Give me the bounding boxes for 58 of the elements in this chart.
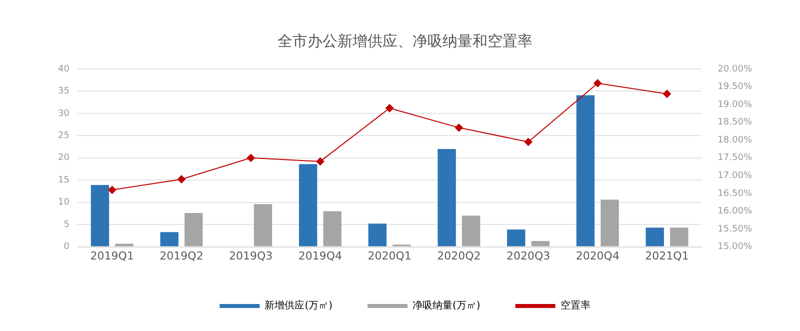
legend-label: 新增供应(万㎡): [264, 300, 333, 312]
bar: [115, 244, 134, 246]
x-tick-label: 2020Q3: [506, 249, 550, 262]
bar: [576, 95, 595, 246]
point: [177, 175, 186, 184]
bar: [160, 232, 178, 246]
bar: [438, 149, 456, 246]
bar: [90, 185, 110, 246]
point: [663, 90, 672, 98]
y-tick-label: 25: [58, 131, 70, 142]
bar: [531, 241, 550, 246]
chart-title: 全市办公新增供应、净吸纳量和空置率: [278, 32, 532, 50]
bar: [323, 211, 342, 246]
bar: [298, 164, 318, 246]
x-tick-label: 2021Q1: [645, 249, 689, 262]
point: [454, 124, 463, 132]
y2-tick-label: 18.00%: [718, 135, 752, 146]
bar: [507, 229, 526, 246]
y2-tick-label: 19.50%: [718, 82, 752, 92]
bar: [368, 224, 387, 246]
y-tick-label: 20: [58, 153, 70, 164]
x-tick-label: 2019Q3: [229, 249, 273, 262]
bar: [646, 228, 664, 246]
x-tick-label: 2019Q1: [90, 249, 134, 262]
legend-label: 净吸纳量(万㎡): [412, 300, 480, 312]
x-tick-label: 2020Q1: [368, 249, 412, 262]
point: [594, 79, 602, 88]
y-tick-label: 40: [58, 64, 70, 74]
point: [386, 104, 394, 112]
y2-tick-label: 15.00%: [718, 242, 752, 252]
y-tick-label: 0: [64, 242, 70, 252]
y2-tick-label: 18.50%: [718, 118, 752, 128]
x-tick-label: 2019Q2: [160, 249, 204, 262]
point: [108, 186, 116, 194]
y2-tick-label: 17.00%: [718, 171, 752, 182]
legend-label: 空置率: [560, 300, 590, 312]
y2-tick-label: 16.00%: [718, 206, 752, 217]
y2-tick-label: 20.00%: [718, 64, 752, 74]
y-tick-label: 5: [64, 220, 70, 230]
point: [524, 138, 532, 146]
point: [246, 154, 255, 162]
bar: [600, 200, 619, 246]
bar: [670, 228, 688, 246]
y-tick-label: 15: [58, 175, 70, 186]
bar: [254, 204, 272, 246]
x-tick-label: 2020Q2: [437, 249, 481, 262]
y2-tick-label: 19.00%: [718, 100, 752, 110]
y2-tick-label: 17.50%: [718, 153, 752, 164]
bar: [462, 216, 480, 246]
point: [316, 157, 324, 166]
y-tick-label: 10: [58, 198, 70, 208]
y-tick-label: 35: [58, 86, 70, 97]
y2-tick-label: 15.50%: [718, 224, 752, 234]
bar: [184, 213, 203, 246]
y-tick-label: 30: [58, 108, 70, 119]
x-tick-label: 2020Q4: [576, 249, 620, 262]
x-tick-label: 2019Q4: [298, 249, 342, 262]
y2-tick-label: 16.50%: [718, 188, 752, 199]
